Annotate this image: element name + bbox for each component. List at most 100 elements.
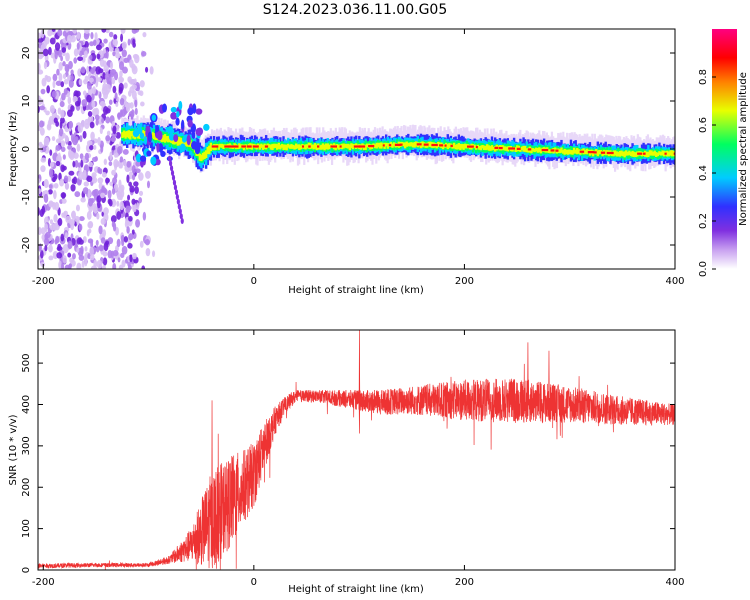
spectrogram-noise-cell: [60, 140, 66, 148]
spectrogram-noise-cell: [108, 31, 114, 38]
spectrogram-band-cell: [539, 148, 543, 154]
spectrogram-band-cell: [577, 149, 581, 154]
spectrogram-noise-cell: [110, 69, 117, 75]
spectrogram-band-cell: [615, 151, 618, 157]
spectrogram-noise-cell: [96, 77, 102, 82]
spectrogram-band-cell: [293, 145, 296, 150]
spectrogram-peak-cell: [317, 145, 320, 148]
spectrogram-noise-cell: [117, 112, 121, 120]
spectrogram-noise-cell: [102, 83, 107, 92]
spectrogram-noise-cell: [87, 110, 93, 117]
spectrogram-band-cell: [501, 145, 505, 150]
spectrogram-noise-cell: [61, 212, 65, 218]
top-y-tick-label: 20: [21, 47, 32, 60]
spectrogram-band-cell: [565, 149, 568, 155]
spectrogram-band-cell: [176, 138, 179, 146]
spectrogram-feature-cell: [175, 110, 180, 118]
spectrogram-streak-cell: [178, 208, 182, 215]
spectrogram-band-cell: [576, 148, 579, 155]
spectrogram-noise-cell: [62, 73, 67, 80]
spectrogram-band-cell: [343, 143, 347, 148]
bottom-x-ticks: -200 0 200 400: [32, 330, 685, 588]
spectrogram-noise-cell: [60, 146, 66, 152]
spectrogram-band-cell: [298, 144, 301, 151]
spectrogram-noise-cell: [89, 254, 95, 261]
spectrogram-band-cell: [162, 135, 165, 142]
spectrogram-band-cell: [268, 144, 271, 148]
spectrogram-noise-cell: [76, 262, 82, 269]
spectrogram-noise-cell: [67, 240, 73, 250]
spectrogram-noise-cell: [40, 88, 46, 95]
spectrogram-noise-cell: [43, 189, 49, 197]
spectrogram-noise-cell: [58, 72, 63, 82]
spectrogram-band-cell: [351, 143, 355, 150]
spectrogram-noise-cell: [57, 49, 62, 58]
spectrogram-noise-cell: [61, 198, 67, 204]
colorbar-tick-label: 0.0: [698, 261, 709, 277]
spectrogram-band-cell: [258, 144, 262, 150]
spectrogram-noise-cell: [98, 225, 103, 235]
spectrogram-peak-cell: [246, 145, 252, 148]
spectrogram-feature-cell: [170, 112, 178, 120]
spectrogram-streak-cell: [176, 198, 180, 205]
spectrogram-band-cell: [373, 144, 377, 149]
spectrogram-noise-cell: [61, 47, 67, 53]
spectrogram-band-cell: [306, 144, 309, 149]
spectrogram-noise-cell: [110, 215, 117, 223]
spectrogram-noise-cell: [67, 145, 73, 151]
spectrogram-noise-cell: [68, 120, 74, 129]
spectrogram-noise-cell: [125, 205, 131, 213]
spectrogram-noise-cell: [84, 122, 90, 129]
spectrogram-noise-cell: [44, 233, 48, 241]
spectrogram-noise-cell: [120, 77, 125, 83]
spectrogram-noise-cell: [138, 172, 144, 181]
colorbar-label: Normalized spectral amplitude: [738, 72, 749, 226]
spectrogram-noise-cell: [76, 178, 82, 186]
spectrogram-noise-cell: [93, 205, 98, 214]
spectrogram-noise-cell: [132, 252, 137, 260]
top-y-ticks: -20 -10 0 10 20: [21, 47, 675, 253]
spectrogram-band-cell: [538, 147, 541, 153]
spectrogram-noise-cell: [62, 61, 66, 67]
spectrogram-noise-cell: [98, 68, 104, 74]
spectrogram-band-cell: [206, 146, 209, 155]
spectrogram-peak-cell: [382, 144, 385, 147]
spectrogram-noise-cell: [49, 219, 54, 225]
spectrogram-feature-cell: [139, 132, 145, 140]
spectrogram-band-cell: [572, 147, 576, 154]
spectrogram-band-cell: [250, 143, 254, 150]
bottom-y-tick-label: 300: [21, 436, 32, 455]
spectrogram-noise-cell: [122, 211, 126, 217]
spectrogram-noise-cell: [93, 188, 100, 196]
spectrogram-peak-cell: [224, 145, 231, 148]
spectrogram-noise-cell: [47, 119, 51, 129]
bottom-x-tick-label: 400: [665, 577, 684, 588]
spectrogram-noise-cell: [99, 58, 105, 67]
spectrogram-noise-cell: [89, 41, 95, 47]
spectrogram-noise-cell: [54, 238, 58, 245]
spectrogram-noise-cell: [102, 229, 107, 237]
spectrogram-band-cell: [478, 146, 481, 150]
spectrogram-band-cell: [479, 145, 483, 151]
spectrogram-noise-cell: [90, 131, 95, 141]
spectrogram-band-cell: [618, 150, 622, 157]
bottom-y-tick-label: 500: [21, 354, 32, 373]
bottom-y-tick-label: 400: [21, 395, 32, 414]
spectrogram-band-cell: [535, 147, 538, 152]
spectrogram-noise-cell: [126, 174, 130, 184]
spectrogram-peak-cell: [252, 145, 259, 148]
spectrogram-noise-cell: [69, 257, 74, 264]
spectrogram-noise-cell: [43, 237, 50, 247]
spectrogram-band-cell: [568, 149, 571, 155]
spectrogram-band-cell: [271, 143, 274, 151]
spectrogram-noise-cell: [105, 116, 111, 124]
spectrogram-noise-cell: [112, 263, 117, 269]
spectrogram-noise-cell: [44, 74, 49, 81]
spectrogram-noise-cell: [96, 195, 102, 204]
spectrogram-band-cell: [143, 131, 146, 137]
spectrogram-noise-cell: [121, 41, 127, 50]
spectrogram-streak-cell: [168, 160, 173, 167]
spectrogram-noise-cell: [40, 227, 46, 235]
spectrogram-noise-cell: [105, 108, 111, 114]
spectrogram-band-cell: [561, 150, 565, 154]
